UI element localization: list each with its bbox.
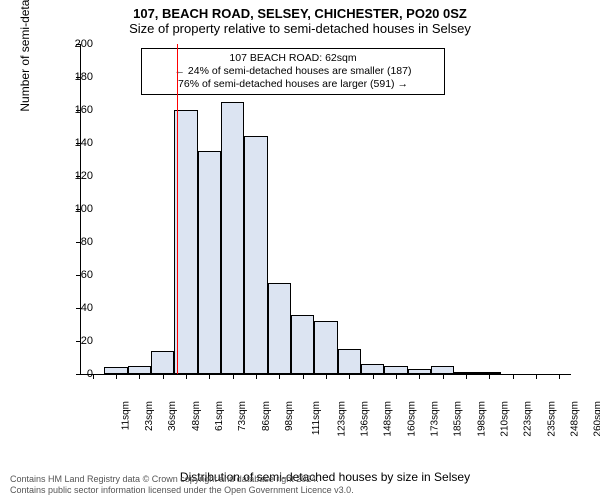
y-tick-label: 160	[75, 104, 93, 116]
y-tick-label: 120	[75, 170, 93, 182]
annotation-line-3: 76% of semi-detached houses are larger (…	[148, 78, 438, 91]
x-tick-label: 36sqm	[167, 401, 178, 431]
x-tick	[163, 374, 164, 379]
histogram-bar	[104, 367, 127, 374]
histogram-chart: Number of semi-detached properties 107 B…	[60, 44, 580, 424]
x-tick	[536, 374, 537, 379]
annotation-box: 107 BEACH ROAD: 62sqm ← 24% of semi-deta…	[141, 48, 445, 95]
x-tick	[116, 374, 117, 379]
x-tick-label: 210sqm	[500, 401, 511, 437]
property-marker-line	[177, 44, 178, 374]
histogram-bar	[174, 110, 197, 374]
y-tick-label: 40	[81, 302, 93, 314]
histogram-bar	[198, 151, 221, 374]
x-tick-label: 23sqm	[144, 401, 155, 431]
histogram-bar	[221, 102, 244, 374]
y-tick-label: 140	[75, 137, 93, 149]
histogram-bar	[244, 136, 267, 374]
copyright-notice: Contains HM Land Registry data © Crown c…	[10, 474, 354, 496]
x-tick	[303, 374, 304, 379]
histogram-bar	[128, 366, 151, 374]
y-tick-label: 200	[75, 38, 93, 50]
x-tick	[279, 374, 280, 379]
x-tick	[326, 374, 327, 379]
plot-area: 107 BEACH ROAD: 62sqm ← 24% of semi-deta…	[80, 44, 571, 375]
x-tick	[139, 374, 140, 379]
x-tick	[466, 374, 467, 379]
copyright-line-1: Contains HM Land Registry data © Crown c…	[10, 474, 354, 485]
x-tick	[396, 374, 397, 379]
x-tick-label: 260sqm	[593, 401, 600, 437]
x-tick-label: 148sqm	[383, 401, 394, 437]
x-tick-label: 61sqm	[214, 401, 225, 431]
histogram-bar	[268, 283, 291, 374]
y-tick-label: 80	[81, 236, 93, 248]
x-tick	[489, 374, 490, 379]
histogram-bar	[361, 364, 384, 374]
x-tick	[209, 374, 210, 379]
x-tick-label: 48sqm	[191, 401, 202, 431]
chart-title-block: 107, BEACH ROAD, SELSEY, CHICHESTER, PO2…	[0, 0, 600, 36]
chart-title-address: 107, BEACH ROAD, SELSEY, CHICHESTER, PO2…	[0, 6, 600, 21]
histogram-bar	[384, 366, 407, 374]
x-tick-label: 123sqm	[336, 401, 347, 437]
annotation-line-1: 107 BEACH ROAD: 62sqm	[148, 52, 438, 65]
x-tick-label: 98sqm	[284, 401, 295, 431]
x-tick	[93, 374, 94, 379]
histogram-bar	[151, 351, 174, 374]
y-tick-label: 100	[75, 203, 93, 215]
histogram-bar	[431, 366, 454, 374]
x-tick	[233, 374, 234, 379]
x-tick	[559, 374, 560, 379]
y-tick	[76, 374, 81, 375]
x-tick-label: 86sqm	[261, 401, 272, 431]
x-tick-label: 160sqm	[406, 401, 417, 437]
y-axis-label: Number of semi-detached properties	[18, 0, 32, 112]
x-tick-label: 185sqm	[453, 401, 464, 437]
x-tick-label: 223sqm	[523, 401, 534, 437]
y-tick-label: 60	[81, 269, 93, 281]
x-tick-label: 198sqm	[476, 401, 487, 437]
copyright-line-2: Contains public sector information licen…	[10, 485, 354, 496]
x-tick-label: 73sqm	[237, 401, 248, 431]
x-tick	[373, 374, 374, 379]
x-tick-label: 235sqm	[546, 401, 557, 437]
x-tick-label: 136sqm	[360, 401, 371, 437]
y-tick-label: 20	[81, 335, 93, 347]
x-tick-label: 248sqm	[570, 401, 581, 437]
x-tick	[256, 374, 257, 379]
x-tick	[443, 374, 444, 379]
x-tick	[349, 374, 350, 379]
chart-title-subtitle: Size of property relative to semi-detach…	[0, 21, 600, 36]
x-tick-label: 11sqm	[120, 401, 131, 430]
histogram-bar	[338, 349, 361, 374]
y-tick-label: 180	[75, 71, 93, 83]
x-tick-label: 111sqm	[311, 401, 322, 435]
annotation-line-2: ← 24% of semi-detached houses are smalle…	[148, 65, 438, 78]
histogram-bar	[314, 321, 337, 374]
x-tick	[513, 374, 514, 379]
x-tick	[419, 374, 420, 379]
x-tick-label: 173sqm	[430, 401, 441, 437]
histogram-bar	[291, 315, 314, 374]
x-tick	[186, 374, 187, 379]
